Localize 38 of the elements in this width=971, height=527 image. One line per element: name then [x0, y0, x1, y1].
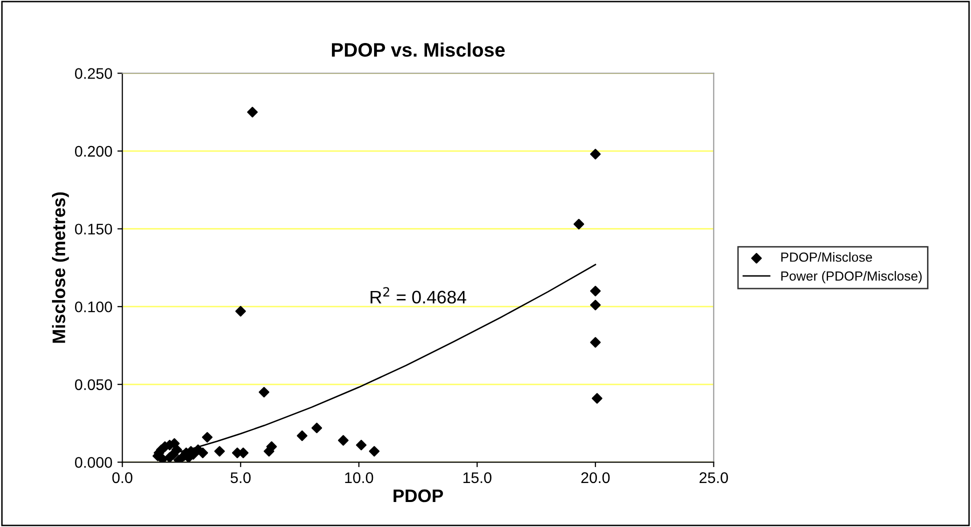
- point: [590, 286, 601, 296]
- x-tick-label: 15.0: [463, 472, 492, 484]
- x-tick-label: 0.0: [112, 472, 132, 484]
- x-tick-label: 25.0: [700, 472, 728, 484]
- x-tick-label: 5.0: [230, 472, 251, 484]
- point: [592, 393, 602, 404]
- legend-label: Power (PDOP/Misclose): [781, 271, 922, 284]
- point: [214, 446, 225, 457]
- point: [247, 106, 258, 118]
- x-tick-label: 10.0: [345, 472, 374, 484]
- x-tick-label: 20.0: [581, 472, 610, 484]
- point: [202, 432, 213, 443]
- annotation: R$^{2}$ = 0.4684: [370, 287, 466, 304]
- point: [157, 454, 168, 462]
- point: [296, 430, 308, 442]
- point: [266, 441, 277, 452]
- point: [338, 435, 349, 446]
- y-tick-label: 0.250: [74, 68, 112, 79]
- chart-title: PDOP vs. Misclose: [332, 42, 505, 57]
- point: [235, 306, 246, 317]
- y-axis-title: Misclose (metres): [52, 192, 69, 343]
- point: [590, 300, 601, 310]
- point: [574, 218, 584, 230]
- point: [197, 448, 208, 458]
- point: [356, 440, 367, 450]
- point: [368, 446, 380, 457]
- y-tick-label: 0.050: [74, 379, 112, 390]
- y-tick-label: 0.000: [74, 457, 112, 468]
- legend-label: PDOP/Misclose: [781, 252, 872, 262]
- point: [590, 148, 601, 160]
- y-tick-label: 0.200: [74, 146, 112, 157]
- x-axis-title: PDOP: [394, 489, 443, 502]
- point: [171, 444, 182, 456]
- y-tick-label: 0.150: [74, 224, 112, 235]
- point: [258, 386, 270, 398]
- point: [590, 337, 601, 348]
- point: [311, 422, 322, 434]
- y-tick-label: 0.100: [74, 301, 112, 312]
